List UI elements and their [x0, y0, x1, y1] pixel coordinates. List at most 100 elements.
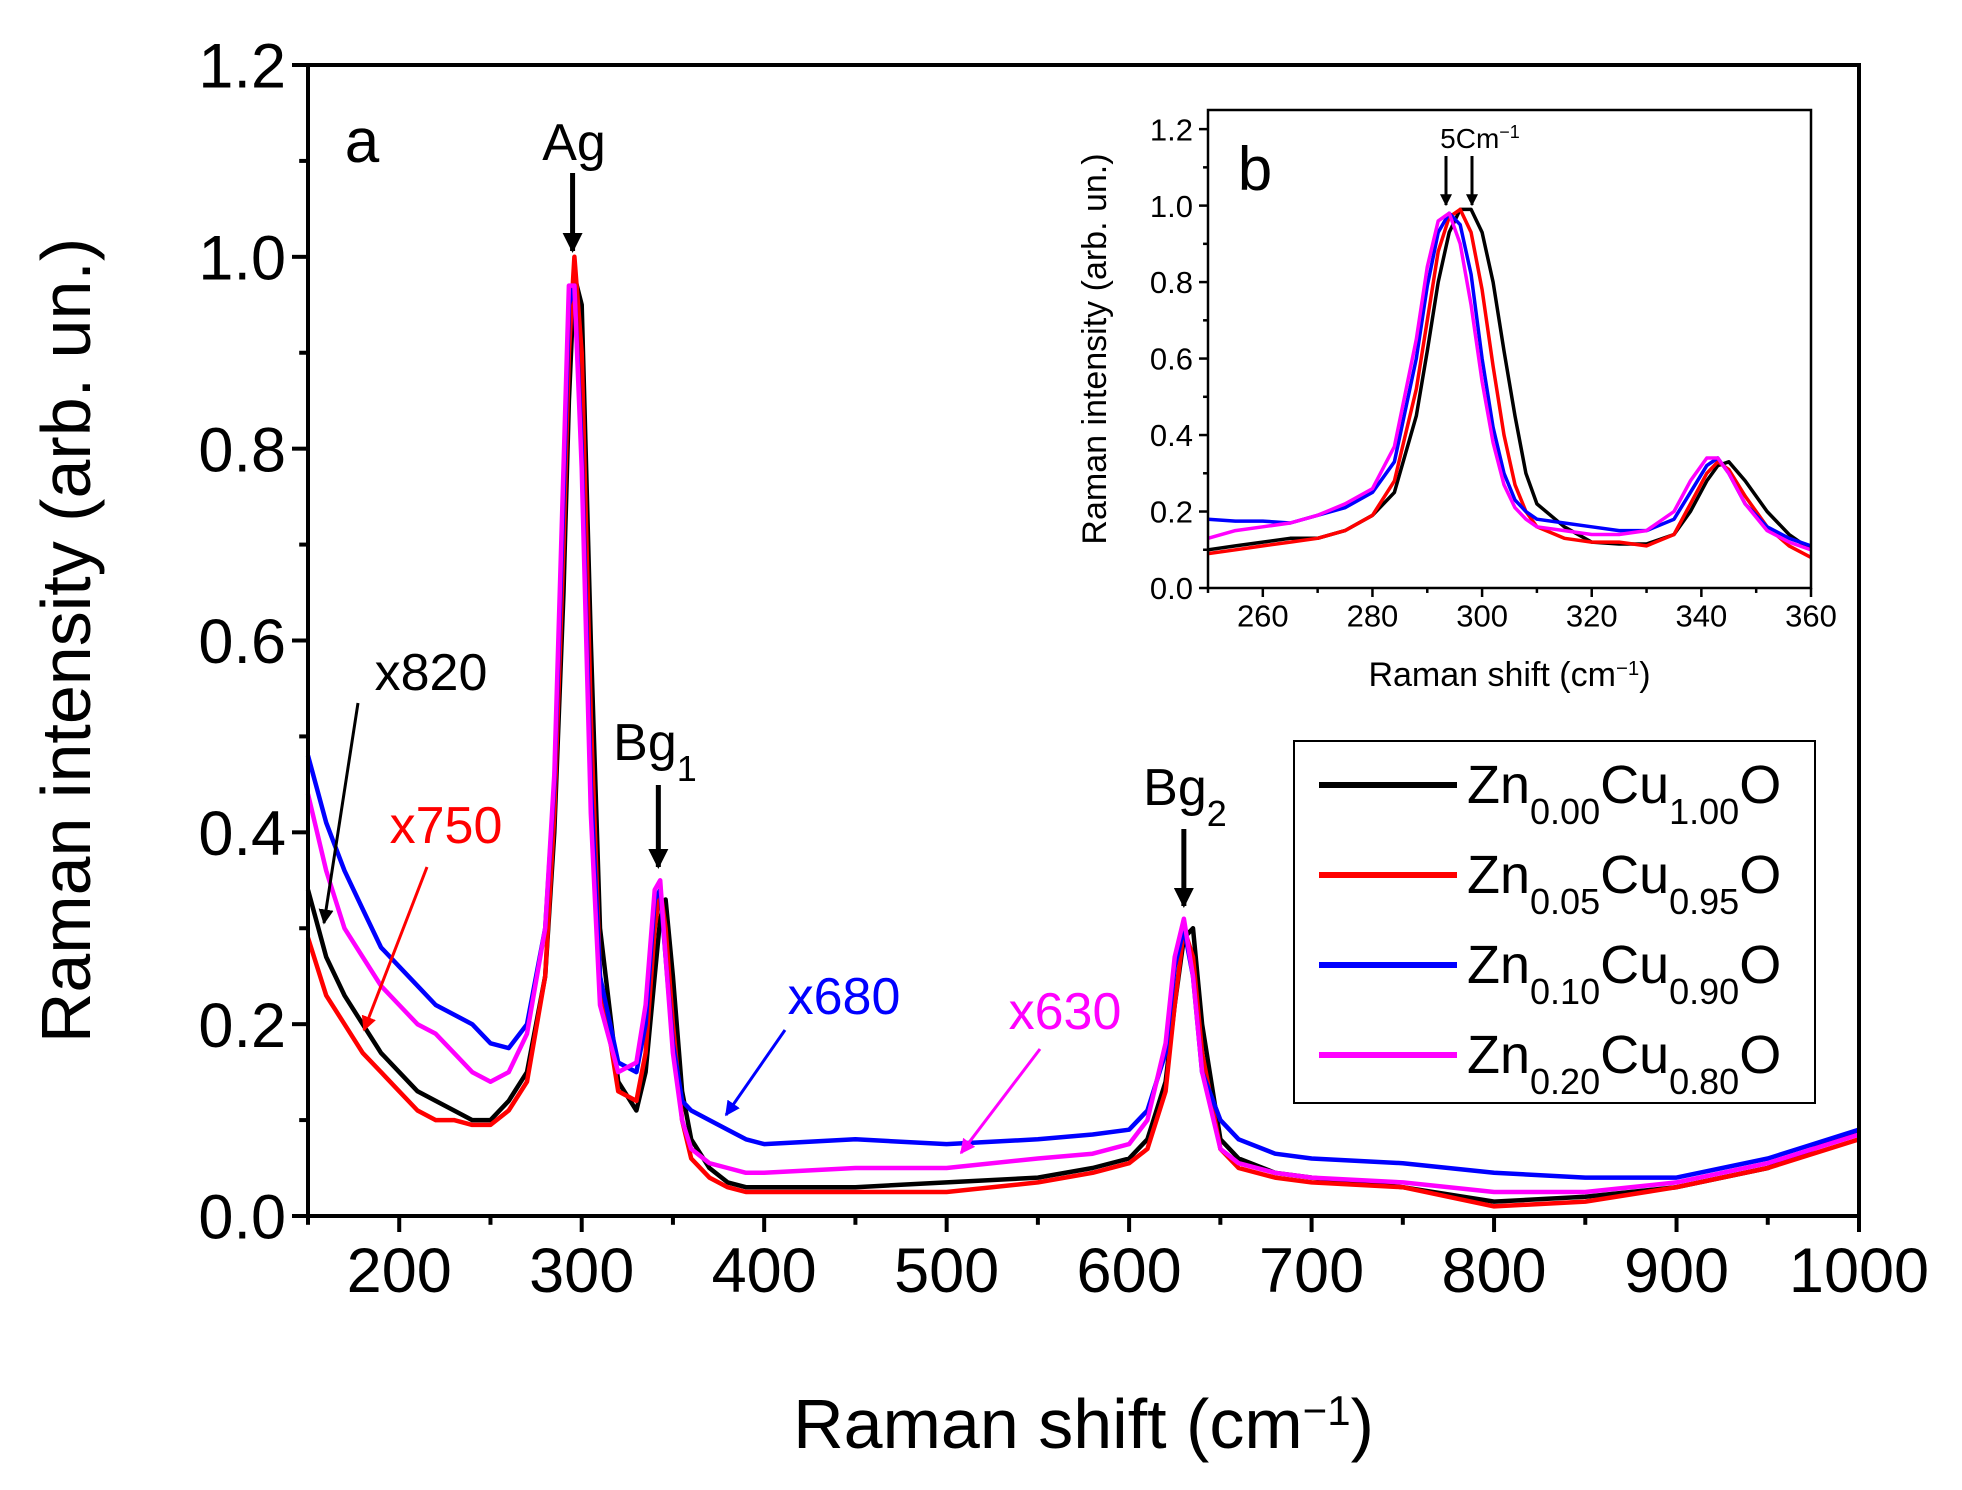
shift-annotation: 5Cm−1 — [1440, 122, 1520, 154]
x-tick-label: 900 — [1624, 1236, 1729, 1306]
x-tick-label-text: 300 — [1456, 598, 1508, 633]
panel-label-a: a — [345, 107, 380, 176]
y-tick-label: 0.8 — [198, 415, 286, 485]
legend-cu: Cu — [1600, 755, 1669, 815]
legend-cu-sub: 0.90 — [1669, 971, 1739, 1012]
x-tick-label-text: 700 — [1259, 1236, 1364, 1306]
x-tick-label-text: 280 — [1347, 598, 1399, 633]
x-tick-label: 300 — [1456, 598, 1508, 633]
legend-o: O — [1739, 1025, 1781, 1085]
inset-background — [1208, 110, 1811, 588]
scale-factor-arrow — [724, 1029, 787, 1117]
peak-label-ag: Ag — [542, 114, 606, 172]
x-axis-label: Raman shift (cm−1) — [793, 1385, 1374, 1463]
series-line-Zn0.20Cu0.80O — [305, 283, 1860, 1195]
legend-entry: Zn0.00Cu1.00O — [1467, 755, 1781, 832]
y-tick-label-text: 0.0 — [198, 1183, 286, 1253]
x-tick-label: 280 — [1347, 598, 1399, 633]
y-axis-label-text: Raman intensity (arb. un.) — [27, 238, 105, 1043]
x-tick-label-text: 360 — [1785, 598, 1837, 633]
x-tick-label-text: 400 — [712, 1236, 817, 1306]
x-tick-label-text: 500 — [894, 1236, 999, 1306]
y-tick-label: 0.2 — [198, 991, 286, 1061]
y-tick-label: 1.0 — [1150, 189, 1193, 224]
scale-factor-arrow — [318, 702, 360, 925]
scale-factor-label-text: x820 — [375, 644, 488, 702]
legend-zn-sub: 0.05 — [1530, 881, 1600, 922]
peak-label-sub: 2 — [1207, 793, 1227, 834]
main-plot: 200 300 400 500 600 700 800 900 1000 0.0 0.2 0.4 0.6… — [27, 32, 1929, 1463]
x-axis-label-end: ) — [1351, 1385, 1374, 1463]
x-axis-label-end: ) — [1639, 656, 1650, 694]
y-tick-label: 0.0 — [1150, 571, 1193, 606]
legend-cu-sub: 0.80 — [1669, 1061, 1739, 1102]
legend-cu-sub: 0.95 — [1669, 881, 1739, 922]
legend-zn: Zn — [1467, 1025, 1530, 1085]
inset-plot: 260 280 300 320 340 360 0.0 0.2 0.4 0.6 0.8 1.0 1.2 R… — [1076, 108, 1837, 694]
peak-label-bg1: Bg1 — [613, 714, 697, 789]
series-line-Zn0.20Cu0.80O — [1207, 211, 1812, 552]
y-tick-label-text: 1.2 — [1150, 112, 1193, 147]
y-tick-label-text: 1.2 — [198, 32, 286, 102]
y-tick-label: 0.4 — [1150, 418, 1193, 453]
y-tick-label-text: 0.4 — [1150, 418, 1193, 453]
legend-cu: Cu — [1600, 845, 1669, 905]
x-tick-label-text: 1000 — [1789, 1236, 1929, 1306]
panel-label-b-text: b — [1238, 135, 1272, 204]
x-tick-label: 1000 — [1789, 1236, 1929, 1306]
legend-zn: Zn — [1467, 935, 1530, 995]
x-axis-label-sup: −1 — [1616, 658, 1639, 680]
peak-label-sub: 1 — [677, 748, 697, 789]
y-axis-label: Raman intensity (arb. un.) — [1076, 153, 1114, 544]
y-tick-label: 0.2 — [1150, 495, 1193, 530]
shift-annotation-sup: −1 — [1499, 122, 1520, 142]
x-tick-label: 200 — [347, 1236, 452, 1306]
x-tick-label: 320 — [1566, 598, 1618, 633]
legend-entry: Zn0.10Cu0.90O — [1467, 935, 1781, 1012]
legend-zn-sub: 0.20 — [1530, 1061, 1600, 1102]
y-tick-label: 0.0 — [198, 1183, 286, 1253]
x-tick-label-text: 320 — [1566, 598, 1618, 633]
x-tick-label-text: 200 — [347, 1236, 452, 1306]
x-tick-label: 700 — [1259, 1236, 1364, 1306]
y-tick-label: 0.6 — [198, 607, 286, 677]
x-tick-label: 300 — [529, 1236, 634, 1306]
x-tick-label-text: 800 — [1441, 1236, 1546, 1306]
scale-factor-label-text: x630 — [1009, 983, 1122, 1041]
legend-zn-sub: 0.10 — [1530, 971, 1600, 1012]
scale-factor-label: x750 — [390, 797, 503, 855]
y-tick-label-text: 1.0 — [1150, 189, 1193, 224]
y-tick-label-text: 0.6 — [198, 607, 286, 677]
x-tick-label: 360 — [1785, 598, 1837, 633]
y-tick-label: 0.8 — [1150, 265, 1193, 300]
y-tick-label-text: 0.8 — [198, 415, 286, 485]
x-tick-label: 340 — [1675, 598, 1727, 633]
peak-label-main: Ag — [542, 114, 606, 172]
scale-factor-label-text: x680 — [788, 968, 901, 1026]
panel-label-a-text: a — [345, 107, 380, 176]
peak-label-main: Bg — [613, 714, 677, 772]
x-tick-label-text: 600 — [1077, 1236, 1182, 1306]
x-tick-label-text: 260 — [1237, 598, 1289, 633]
panel-label-b: b — [1238, 135, 1272, 204]
plot-frame — [1206, 108, 1813, 590]
y-tick-label-text: 0.6 — [1150, 342, 1193, 377]
y-axis-label: Raman intensity (arb. un.) — [27, 238, 105, 1043]
peak-label-main: Bg — [1143, 759, 1207, 817]
y-tick-label: 0.6 — [1150, 342, 1193, 377]
legend-o: O — [1739, 935, 1781, 995]
x-tick-label: 400 — [712, 1236, 817, 1306]
y-tick-label-text: 0.2 — [1150, 495, 1193, 530]
legend-zn: Zn — [1467, 755, 1530, 815]
y-tick-label-text: 0.2 — [198, 991, 286, 1061]
y-tick-label: 1.0 — [198, 224, 286, 294]
y-tick-label: 0.4 — [198, 799, 286, 869]
scale-factor-label: x680 — [788, 968, 901, 1026]
legend: Zn0.00Cu1.00OZn0.05Cu0.95OZn0.10Cu0.90OZ… — [1293, 740, 1816, 1104]
legend-o: O — [1739, 755, 1781, 815]
legend-entry: Zn0.05Cu0.95O — [1467, 845, 1781, 922]
x-axis-label-main: Raman shift (cm — [1368, 656, 1616, 694]
x-axis-label: Raman shift (cm−1) — [1368, 656, 1650, 694]
y-tick-label: 1.2 — [198, 32, 286, 102]
